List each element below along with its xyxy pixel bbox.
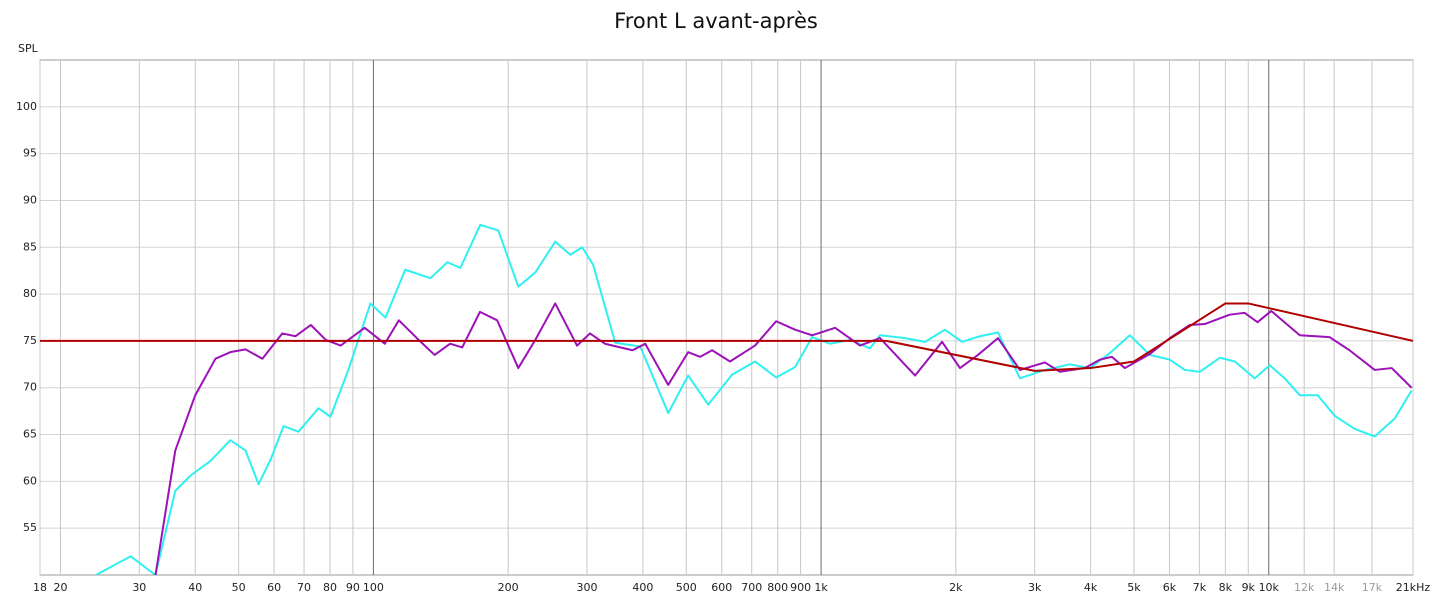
x-tick-label: 20 <box>53 581 67 594</box>
y-tick-label: 70 <box>23 381 37 394</box>
y-tick-label: 60 <box>23 474 37 487</box>
x-tick-label: 6k <box>1163 581 1177 594</box>
x-tick-label: 14k <box>1324 581 1345 594</box>
x-tick-label: 900 <box>790 581 811 594</box>
x-tick-label: 500 <box>676 581 697 594</box>
x-tick-label: 80 <box>323 581 337 594</box>
x-tick-label: 7k <box>1193 581 1207 594</box>
y-tick-label: 100 <box>16 100 37 113</box>
x-tick-label: 700 <box>741 581 762 594</box>
x-tick-label: 21kHz <box>1396 581 1431 594</box>
x-tick-label: 12k <box>1294 581 1315 594</box>
x-tick-label: 1k <box>814 581 828 594</box>
x-tick-label: 90 <box>346 581 360 594</box>
x-tick-label: 2k <box>949 581 963 594</box>
x-tick-label: 100 <box>363 581 384 594</box>
y-axis-label: SPL <box>18 42 39 55</box>
x-tick-label: 30 <box>132 581 146 594</box>
x-tick-label: 60 <box>267 581 281 594</box>
x-tick-label: 70 <box>297 581 311 594</box>
x-tick-label: 50 <box>232 581 246 594</box>
series-line <box>40 302 1413 372</box>
x-tick-label: 4k <box>1084 581 1098 594</box>
x-tick-label: 9k <box>1242 581 1256 594</box>
y-tick-label: 65 <box>23 428 37 441</box>
y-tick-label: 55 <box>23 521 37 534</box>
x-tick-label: 200 <box>498 581 519 594</box>
y-tick-label: 90 <box>23 193 37 206</box>
grid <box>39 60 1414 575</box>
x-tick-label: 18 <box>33 581 47 594</box>
x-tick-label: 600 <box>711 581 732 594</box>
x-tick-label: 3k <box>1028 581 1042 594</box>
chart-title: Front L avant-après <box>614 9 818 33</box>
y-tick-label: 95 <box>23 147 37 160</box>
plot-area <box>39 59 1414 576</box>
series-line <box>95 223 1413 575</box>
x-tick-label: 40 <box>188 581 202 594</box>
x-tick-label: 17k <box>1362 581 1383 594</box>
x-tick-label: 5k <box>1127 581 1141 594</box>
y-tick-label: 80 <box>23 287 37 300</box>
y-tick-label: 75 <box>23 334 37 347</box>
x-tick-label: 8k <box>1219 581 1233 594</box>
x-tick-label: 800 <box>767 581 788 594</box>
y-tick-label: 85 <box>23 240 37 253</box>
x-tick-label: 10k <box>1259 581 1280 594</box>
x-tick-label: 300 <box>576 581 597 594</box>
series-group <box>40 223 1413 575</box>
x-tick-label: 400 <box>632 581 653 594</box>
